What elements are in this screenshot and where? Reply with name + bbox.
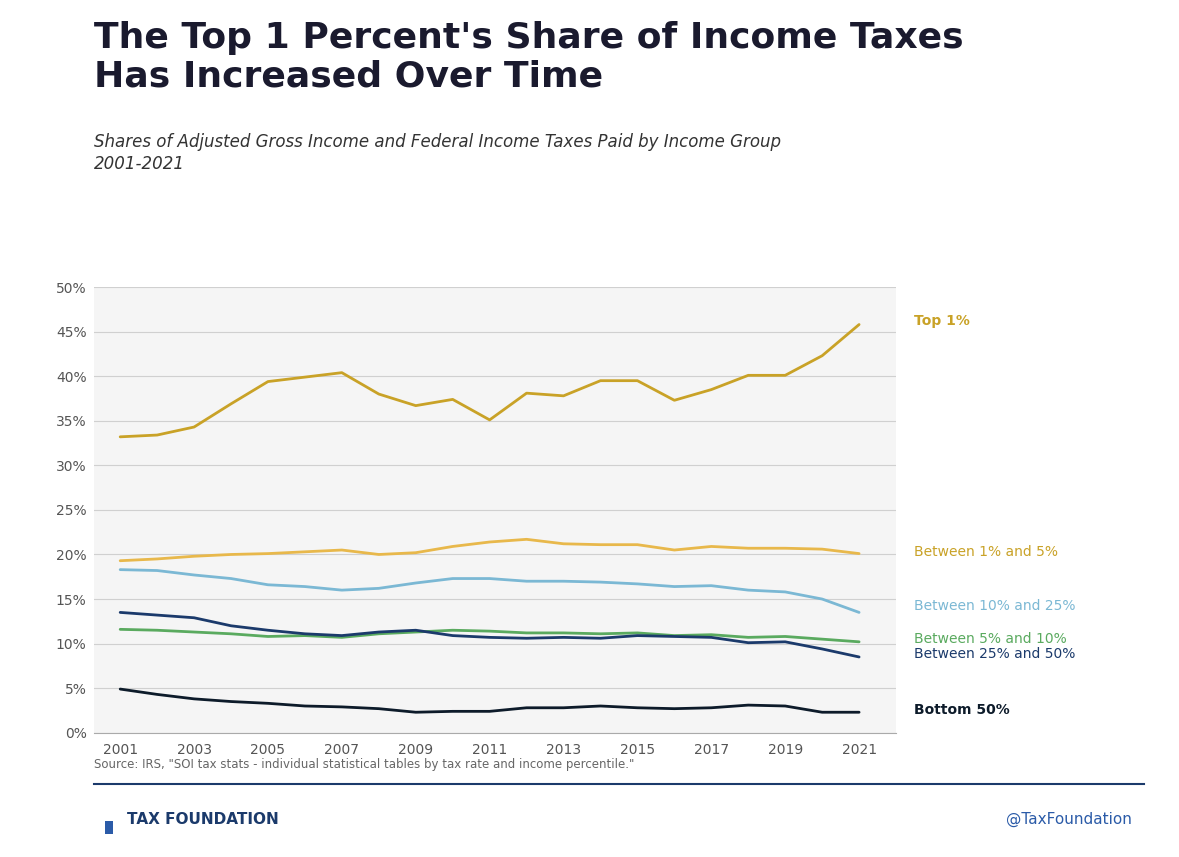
Text: Source: IRS, "SOI tax stats - individual statistical tables by tax rate and inco: Source: IRS, "SOI tax stats - individual…	[94, 758, 634, 771]
Text: Top 1%: Top 1%	[914, 314, 969, 328]
Text: Between 10% and 25%: Between 10% and 25%	[914, 599, 1075, 613]
Text: Shares of Adjusted Gross Income and Federal Income Taxes Paid by Income Group
20: Shares of Adjusted Gross Income and Fede…	[94, 133, 782, 173]
Text: The Top 1 Percent's Share of Income Taxes
Has Increased Over Time: The Top 1 Percent's Share of Income Taxe…	[94, 21, 964, 93]
Text: Between 25% and 50%: Between 25% and 50%	[914, 647, 1075, 662]
Text: TAX FOUNDATION: TAX FOUNDATION	[127, 812, 279, 827]
Text: @TaxFoundation: @TaxFoundation	[1006, 812, 1132, 827]
Text: Between 1% and 5%: Between 1% and 5%	[914, 545, 1058, 559]
Text: Between 5% and 10%: Between 5% and 10%	[914, 632, 1067, 646]
Bar	[105, 821, 113, 835]
Text: Bottom 50%: Bottom 50%	[914, 704, 1009, 717]
Polygon shape	[100, 801, 118, 835]
